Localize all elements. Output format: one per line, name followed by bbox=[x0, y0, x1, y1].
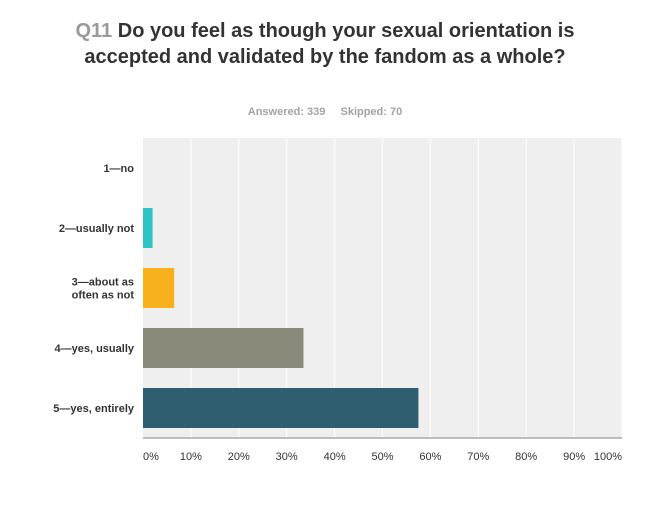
question-number: Q11 bbox=[75, 20, 113, 42]
x-tick-label: 50% bbox=[371, 451, 393, 463]
x-tick-label: 80% bbox=[515, 451, 537, 463]
x-tick-label: 10% bbox=[180, 451, 202, 463]
x-tick-label: 20% bbox=[228, 451, 250, 463]
x-tick-label: 0% bbox=[143, 451, 159, 463]
category-label-line: 5—yes, entirely bbox=[53, 403, 135, 415]
category-label-line: 3—about as bbox=[72, 277, 134, 289]
bar-2 bbox=[143, 208, 153, 248]
chart-title: Q11 Do you feel as though your sexual or… bbox=[60, 18, 590, 70]
category-label: 1—no bbox=[103, 163, 134, 175]
category-label: 4—yes, usually bbox=[55, 343, 135, 355]
x-tick-label: 40% bbox=[324, 451, 346, 463]
category-label-line: 2—usually not bbox=[59, 223, 135, 235]
category-label-line: 4—yes, usually bbox=[55, 343, 135, 355]
bar-5 bbox=[143, 388, 419, 428]
x-tick-label: 70% bbox=[467, 451, 489, 463]
category-label: 5—yes, entirely bbox=[53, 403, 135, 415]
x-tick-label: 60% bbox=[419, 451, 441, 463]
category-label-line: 1—no bbox=[103, 163, 134, 175]
category-label: 3—about as often as not bbox=[72, 277, 135, 302]
question-text: Do you feel as though your sexual orient… bbox=[84, 20, 575, 68]
bar-4 bbox=[143, 328, 304, 368]
category-label-line: often as not bbox=[72, 290, 135, 302]
x-tick-label: 100% bbox=[594, 451, 622, 463]
bar-3 bbox=[143, 268, 175, 308]
response-stats: Answered: 339 Skipped: 70 bbox=[0, 106, 650, 118]
x-tick-label: 90% bbox=[563, 451, 585, 463]
skipped-count: Skipped: 70 bbox=[340, 106, 403, 118]
category-label: 2—usually not bbox=[59, 223, 135, 235]
answered-count: Answered: 339 bbox=[247, 106, 326, 118]
x-tick-label: 30% bbox=[276, 451, 298, 463]
